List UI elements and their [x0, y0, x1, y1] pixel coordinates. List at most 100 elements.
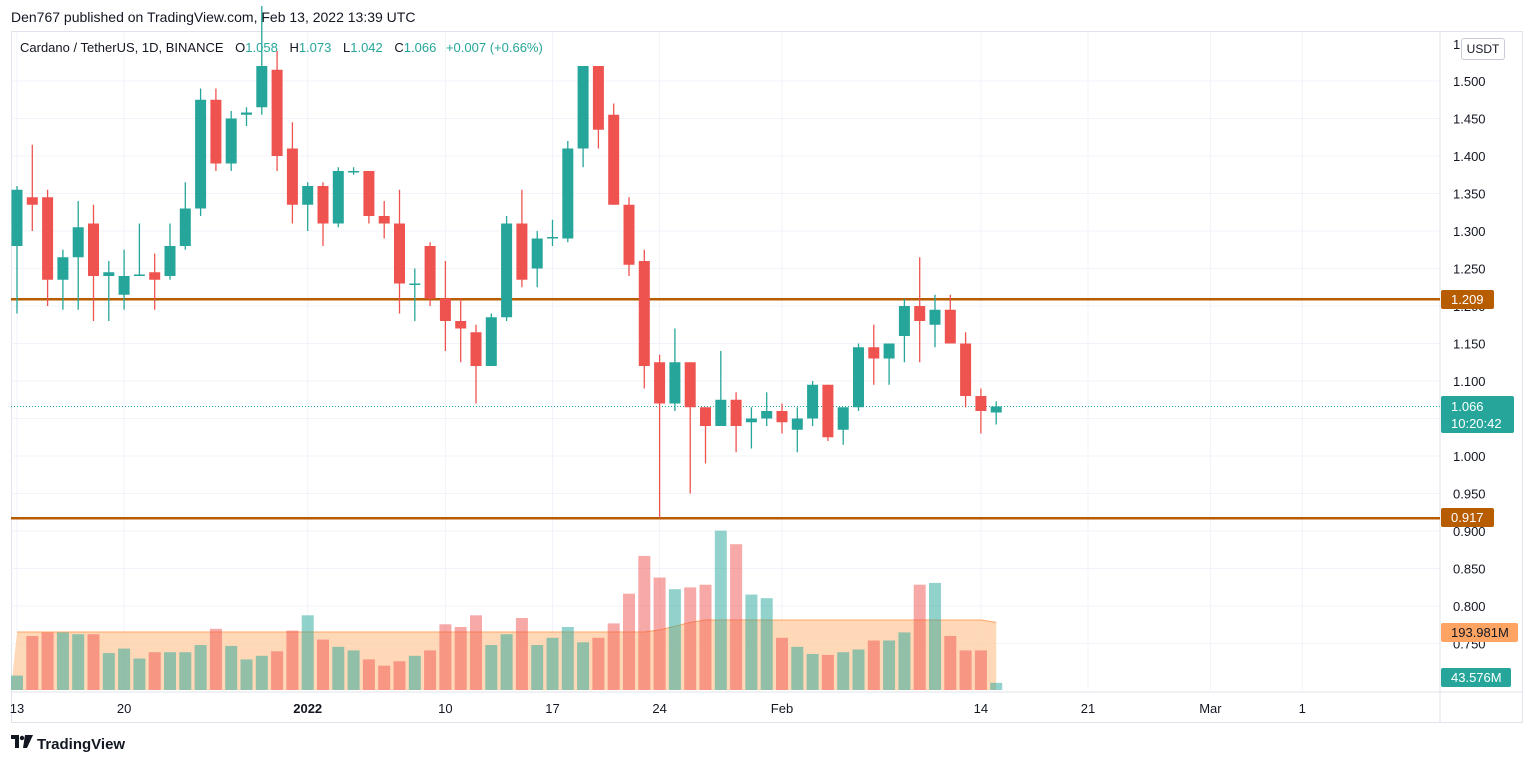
volume-bar	[653, 577, 666, 690]
candle-body	[562, 148, 574, 239]
volume-bar	[852, 649, 865, 690]
volume-bar	[286, 630, 299, 690]
volume-bar	[898, 632, 911, 690]
currency-unit-button[interactable]: USDT	[1461, 38, 1505, 60]
candle-body	[761, 411, 773, 419]
volume-bar	[867, 640, 880, 690]
candle-body	[133, 274, 145, 276]
volume-bar	[515, 618, 528, 690]
candle-body	[302, 186, 314, 205]
volume-bar	[531, 645, 544, 690]
volume-bar	[362, 659, 375, 690]
candle-body	[822, 384, 834, 438]
time-tick-label: 24	[652, 701, 666, 716]
volume-bar	[776, 637, 788, 690]
volume-bar	[454, 627, 467, 690]
volume-last-tag: 43.576M	[1441, 668, 1511, 687]
candle-body	[715, 399, 727, 426]
candle-body	[470, 332, 482, 366]
candle-body	[592, 66, 604, 130]
chart-frame	[11, 31, 1523, 723]
candle-body	[11, 189, 23, 246]
candle-body	[807, 384, 819, 419]
candle-body	[914, 306, 926, 321]
tradingview-footer[interactable]: TradingView	[11, 735, 125, 754]
volume-bar	[209, 628, 222, 690]
time-tick-label: 2022	[293, 701, 322, 716]
volume-bar	[317, 639, 329, 690]
candle-body	[898, 306, 910, 336]
volume-bar	[959, 650, 972, 690]
candle-body	[960, 343, 972, 396]
volume-bar	[164, 652, 176, 690]
volume-bar	[883, 640, 896, 690]
price-tick-label: 1	[1453, 37, 1460, 52]
price-tick-label: 1.250	[1453, 262, 1486, 277]
price-tick-label: 0.800	[1453, 599, 1486, 614]
last-price-value: 1.066	[1451, 399, 1484, 414]
candle-body	[669, 362, 681, 404]
volume-bar	[439, 624, 452, 690]
volume-bar	[194, 645, 207, 690]
high-value: 1.073	[298, 40, 332, 55]
candle-body	[363, 171, 375, 216]
volume-bar	[546, 637, 559, 690]
volume-bar	[240, 659, 253, 690]
volume-bar	[500, 634, 513, 690]
volume-bar	[821, 654, 834, 690]
candle-body	[332, 171, 344, 224]
candle-body	[256, 66, 268, 108]
price-tick-label: 1.150	[1453, 337, 1486, 352]
candle-body	[577, 66, 589, 149]
open-value: 1.058	[245, 40, 278, 55]
candle-body	[149, 272, 161, 280]
time-tick-label: 10	[438, 701, 452, 716]
bar-countdown: 10:20:42	[1451, 416, 1502, 431]
candle-body	[103, 272, 115, 276]
candle-body	[271, 69, 283, 156]
candle-body	[72, 227, 84, 258]
candle-body	[42, 197, 54, 280]
volume-bar	[41, 632, 54, 690]
time-tick-label: 13	[10, 701, 24, 716]
candle-body	[164, 246, 176, 276]
price-tick-label: 1.000	[1453, 449, 1486, 464]
volume-bar	[699, 584, 712, 690]
candle-body	[409, 283, 421, 285]
volume-bar	[332, 646, 345, 690]
volume-bar	[26, 636, 39, 690]
volume-bar	[668, 589, 681, 690]
time-tick-label: 17	[545, 701, 559, 716]
volume-bar	[760, 598, 773, 690]
candle-body	[684, 362, 696, 408]
candle-body	[210, 99, 222, 164]
volume-bar	[592, 637, 605, 690]
symbol-legend: Cardano / TetherUS, 1D, BINANCE O1.058 H…	[20, 40, 543, 55]
resistance-price-tag: 1.209	[1441, 290, 1494, 309]
volume-bar	[378, 665, 391, 690]
volume-bar	[87, 634, 100, 690]
time-tick-label: 14	[974, 701, 988, 716]
price-tick-label: 1.500	[1453, 74, 1486, 89]
volume-bar	[577, 642, 590, 690]
candle-body	[195, 99, 207, 209]
price-tick-label: 0.950	[1453, 487, 1486, 502]
candle-body	[378, 216, 390, 224]
volume-ma-line	[17, 619, 997, 633]
price-tick-label: 0.850	[1453, 562, 1486, 577]
close-label: C	[394, 40, 404, 55]
volume-bar	[118, 648, 131, 690]
time-tick-label: Mar	[1199, 701, 1222, 716]
volume-bar	[806, 654, 819, 690]
open-label: O	[235, 40, 246, 55]
price-tick-label: 1.400	[1453, 149, 1486, 164]
price-tick-label: 1.100	[1453, 374, 1486, 389]
candle-body	[868, 347, 880, 359]
volume-bar	[347, 650, 360, 690]
candle-body	[700, 407, 711, 426]
symbol-name: Cardano / TetherUS, 1D, BINANCE	[20, 40, 224, 55]
candle-body	[485, 317, 497, 366]
tradingview-brand: TradingView	[37, 736, 126, 753]
candle-body	[348, 171, 360, 173]
